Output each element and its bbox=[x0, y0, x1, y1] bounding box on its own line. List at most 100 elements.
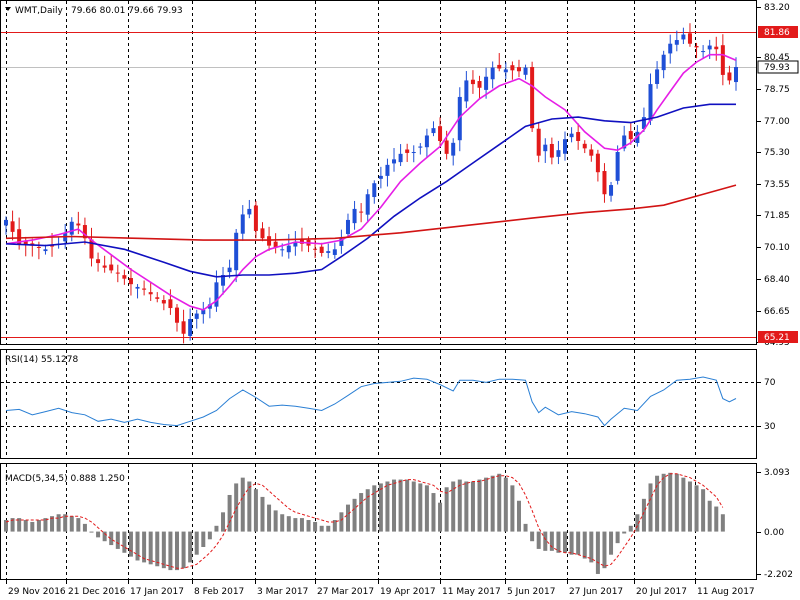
candle-body bbox=[484, 76, 489, 90]
macd-bar bbox=[720, 514, 725, 532]
macd-bar bbox=[411, 481, 416, 532]
candle-body bbox=[221, 275, 226, 286]
macd-bar bbox=[609, 531, 614, 555]
macd-bar bbox=[109, 531, 114, 546]
macd-bar bbox=[405, 479, 410, 532]
candle-body bbox=[543, 144, 548, 152]
candle-body bbox=[96, 259, 101, 264]
macd-bar bbox=[128, 531, 133, 557]
macd-bar bbox=[10, 518, 15, 532]
macd-bar bbox=[438, 502, 443, 532]
candle-body bbox=[115, 272, 120, 274]
macd-bar bbox=[372, 485, 377, 532]
price-tick-label: 80.45 bbox=[764, 53, 790, 63]
macd-bar bbox=[4, 520, 8, 532]
macd-bar bbox=[582, 531, 587, 559]
current-price-tag bbox=[757, 60, 799, 74]
macd-bar bbox=[319, 525, 324, 532]
candle-body bbox=[687, 33, 692, 44]
candle-body bbox=[589, 149, 594, 156]
macd-bar bbox=[313, 521, 318, 532]
macd-bar bbox=[451, 481, 456, 532]
macd-bar bbox=[385, 481, 390, 532]
macd-bar bbox=[280, 514, 285, 532]
macd-bar bbox=[273, 510, 278, 532]
candle-body bbox=[109, 264, 114, 271]
macd-bar bbox=[674, 473, 679, 532]
price-panel-frame bbox=[0, 0, 757, 345]
macd-tick-label: 3.093 bbox=[764, 468, 790, 478]
level-tag-label: 65.21 bbox=[764, 333, 790, 343]
macd-bar bbox=[556, 531, 561, 553]
candle-body bbox=[234, 232, 239, 271]
macd-bar bbox=[457, 479, 462, 532]
macd-bar bbox=[655, 475, 660, 532]
macd-bar bbox=[50, 516, 55, 532]
candle-body bbox=[648, 84, 653, 121]
price-tick-label: 71.85 bbox=[764, 211, 790, 221]
candle-body bbox=[372, 183, 377, 198]
candle-body bbox=[359, 211, 364, 213]
macd-bar bbox=[306, 520, 311, 532]
macd-bar bbox=[668, 472, 673, 532]
candle-body bbox=[549, 143, 554, 158]
chevron-down-icon[interactable] bbox=[5, 7, 11, 11]
candle-body bbox=[247, 208, 252, 215]
macd-bar bbox=[589, 531, 594, 563]
candle-body bbox=[694, 46, 699, 48]
macd-bar bbox=[214, 525, 219, 532]
moving-averages bbox=[5, 53, 737, 311]
time-tick-label: 5 Jun 2017 bbox=[507, 587, 555, 597]
candle-body bbox=[734, 67, 738, 83]
price-tick-label: 75.30 bbox=[764, 148, 790, 158]
macd-bar bbox=[299, 518, 304, 532]
candle-body bbox=[503, 69, 508, 73]
macd-bar bbox=[332, 520, 337, 532]
candle-body bbox=[36, 246, 41, 248]
candle-body bbox=[622, 135, 627, 149]
macd-bar bbox=[615, 531, 620, 544]
macd-bar bbox=[392, 479, 397, 532]
candle-body bbox=[714, 46, 719, 50]
macd-bar bbox=[56, 514, 61, 532]
rsi-line bbox=[5, 376, 737, 427]
macd-bar bbox=[352, 498, 357, 532]
candle-body bbox=[602, 171, 607, 195]
macd-bar bbox=[701, 489, 706, 532]
grid-lines bbox=[6, 1, 696, 579]
macd-bar bbox=[661, 473, 666, 532]
macd-bar bbox=[148, 531, 153, 565]
macd-bar bbox=[17, 518, 22, 532]
candle-body bbox=[332, 249, 337, 255]
macd-bar bbox=[576, 531, 581, 555]
macd-bar bbox=[36, 520, 41, 532]
macd-bar bbox=[174, 531, 179, 571]
macd-bar bbox=[234, 483, 239, 532]
macd-bar bbox=[714, 506, 719, 532]
candle-body bbox=[424, 135, 429, 148]
price-tick-label: 78.75 bbox=[764, 85, 790, 95]
macd-bar bbox=[378, 483, 383, 532]
candle-body bbox=[240, 214, 245, 234]
time-tick-label: 21 Dec 2016 bbox=[68, 587, 126, 597]
macd-bar bbox=[293, 518, 298, 532]
macd-bar bbox=[424, 485, 429, 532]
macd-bar bbox=[96, 531, 101, 538]
macd-bar bbox=[207, 531, 212, 540]
candle-body bbox=[523, 67, 528, 75]
candle-body bbox=[43, 249, 48, 252]
candle-body bbox=[201, 309, 206, 315]
candle-body bbox=[89, 239, 94, 259]
candle-body bbox=[161, 300, 166, 304]
candle-body bbox=[214, 282, 219, 307]
price-tick-label: 68.40 bbox=[764, 275, 790, 285]
candle-body bbox=[227, 267, 232, 273]
time-tick-label: 11 May 2017 bbox=[442, 587, 501, 597]
rsi-tick-label: 30 bbox=[764, 422, 776, 432]
macd-bar bbox=[398, 479, 403, 532]
current-price-label: 79.93 bbox=[764, 63, 790, 73]
candle-body bbox=[563, 139, 568, 154]
macd-bar bbox=[267, 504, 272, 532]
candle-body bbox=[477, 81, 482, 88]
